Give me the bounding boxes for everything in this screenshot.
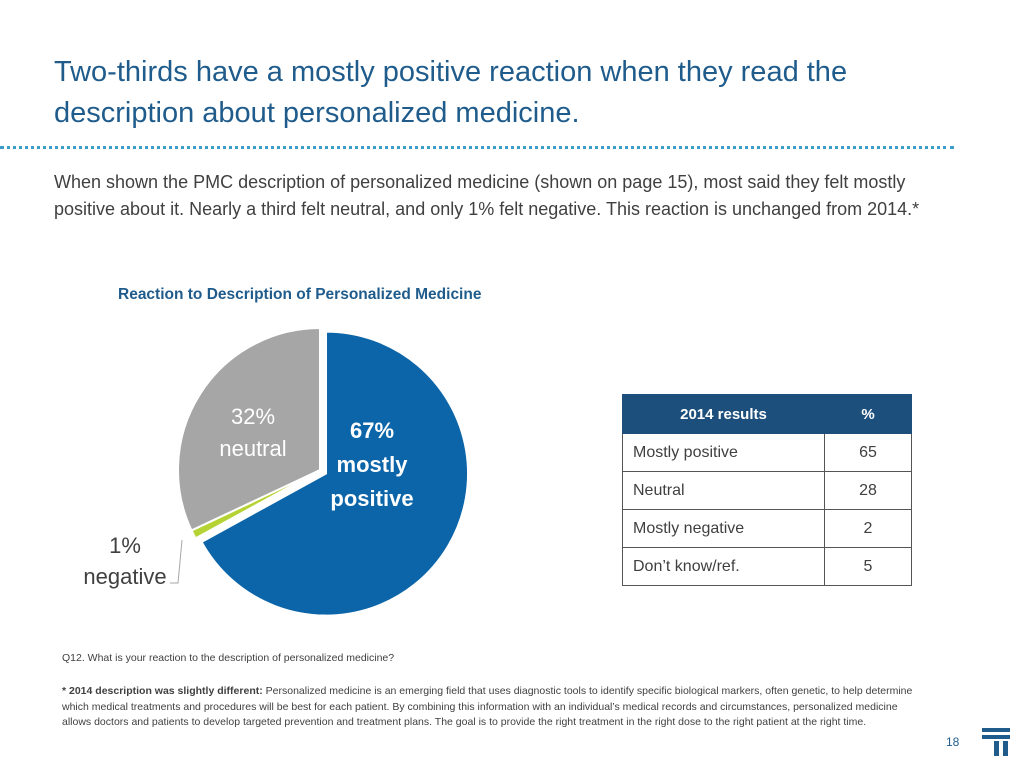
pie-slice-mostly-positive	[200, 330, 470, 617]
row-value: 65	[824, 433, 912, 472]
negative-leader-line	[170, 539, 183, 584]
row-label: Mostly positive	[622, 433, 825, 472]
pie-chart: 67% mostly positive 1% negative 32% neutral	[83, 326, 470, 617]
intro-paragraph: When shown the PMC description of person…	[54, 172, 920, 219]
table-header-percent: %	[824, 394, 912, 434]
footnote-label: * 2014 description was slightly differen…	[62, 685, 263, 697]
results-2014-table: 2014 results % Mostly positive 65 Neutra…	[622, 394, 912, 586]
row-label: Mostly negative	[622, 509, 825, 548]
chart-title: Reaction to Description of Personalized …	[118, 286, 482, 303]
pie-percent-label: 32%	[231, 404, 275, 429]
pie-category-label: positive	[330, 486, 413, 511]
footnote: * 2014 description was slightly differen…	[62, 684, 922, 731]
company-logo-icon	[982, 728, 1010, 756]
pie-category-label: negative	[83, 564, 166, 589]
row-value: 28	[824, 471, 912, 510]
table-row: Don’t know/ref. 5	[622, 547, 912, 586]
table-header-row: 2014 results %	[622, 394, 912, 434]
pie-slice-neutral	[177, 326, 321, 532]
page-title: Two-thirds have a mostly positive reacti…	[54, 56, 848, 129]
pie-category-label: mostly	[337, 452, 409, 477]
row-value: 2	[824, 509, 912, 548]
table-row: Mostly negative 2	[622, 509, 912, 548]
survey-question: Q12. What is your reaction to the descri…	[62, 652, 395, 664]
pie-percent-label: 1%	[109, 533, 141, 558]
table-row: Neutral 28	[622, 471, 912, 510]
table-row: Mostly positive 65	[622, 433, 912, 472]
title-divider	[0, 146, 954, 149]
row-label: Neutral	[622, 471, 825, 510]
table-header-results: 2014 results	[622, 394, 825, 434]
footnote-text: Personalized medicine is an emerging fie…	[62, 685, 913, 728]
pie-category-label: neutral	[219, 436, 286, 461]
pie-percent-label: 67%	[350, 418, 394, 443]
page-number: 18	[946, 735, 960, 749]
row-value: 5	[824, 547, 912, 586]
row-label: Don’t know/ref.	[622, 547, 825, 586]
